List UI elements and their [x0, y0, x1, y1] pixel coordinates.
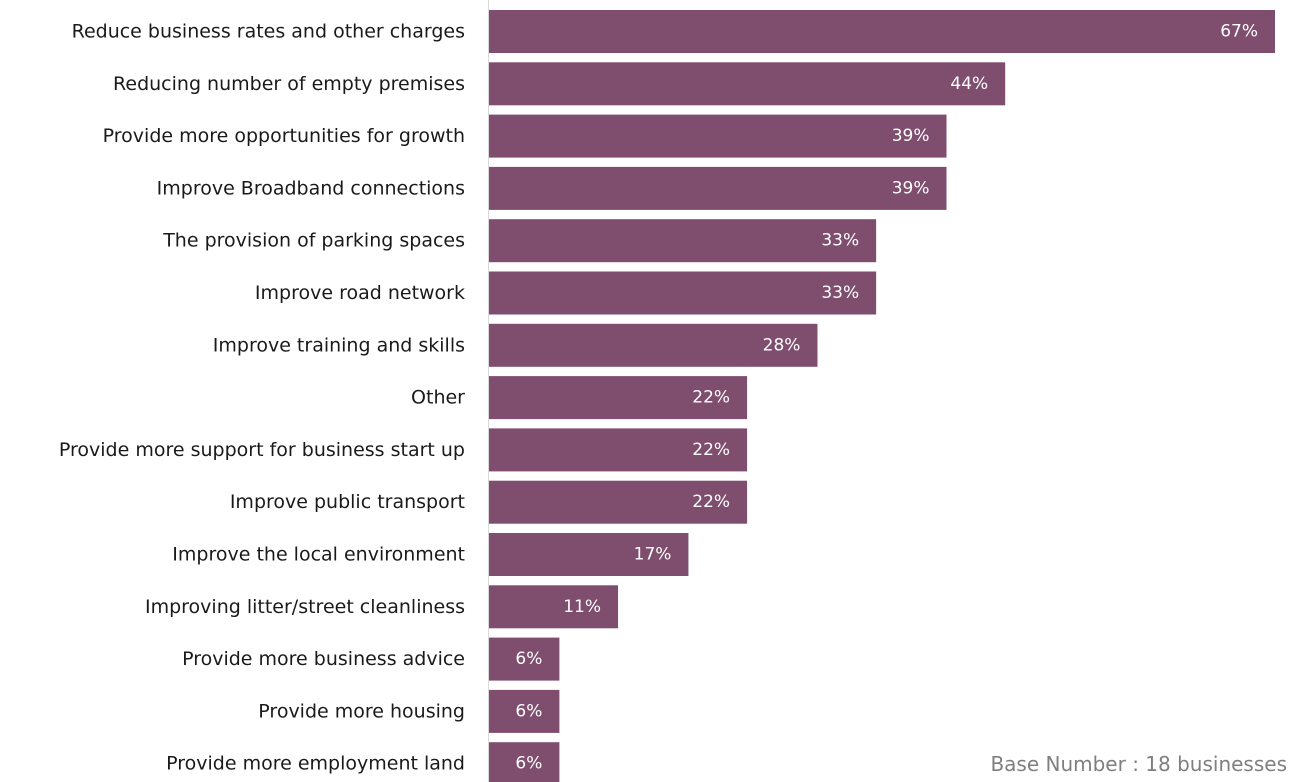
bar [489, 689, 560, 733]
bar [489, 323, 818, 367]
category-label: Other [411, 387, 465, 409]
bar [489, 428, 748, 472]
category-label: Reduce business rates and other charges [72, 21, 465, 43]
value-label: 22% [692, 492, 730, 512]
category-label: Improve the local environment [172, 544, 465, 566]
bar [489, 62, 1006, 106]
bar [489, 585, 619, 629]
category-label: Provide more employment land [166, 753, 465, 775]
value-label: 39% [892, 178, 930, 198]
bar [489, 480, 748, 524]
value-label: 22% [692, 388, 730, 408]
bar [489, 166, 947, 210]
value-label: 67% [1220, 22, 1258, 42]
value-label: 6% [515, 701, 542, 721]
value-label: 22% [692, 440, 730, 460]
bar [489, 533, 689, 576]
value-label: 44% [950, 74, 988, 94]
value-label: 39% [892, 126, 930, 146]
category-label: Reducing number of empty premises [113, 73, 465, 95]
value-label: 33% [821, 283, 859, 303]
category-label: Improve road network [255, 282, 465, 304]
base-number-note: Base Number : 18 businesses [990, 752, 1287, 776]
value-label: 28% [763, 335, 801, 355]
category-label: Provide more housing [258, 700, 465, 722]
bar [489, 10, 1275, 53]
value-labels-group: 67% 44% 39% 39% 33% 33% 28% 22% 22% 22% 17% 11% 6% 6%… [515, 22, 1258, 774]
value-label: 17% [634, 545, 672, 565]
bar [489, 742, 560, 782]
value-label: 6% [515, 754, 542, 774]
value-label: 11% [563, 597, 601, 617]
bars-group [489, 10, 1275, 782]
bar [489, 219, 877, 263]
value-label: 33% [821, 231, 859, 251]
category-labels-group: Reduce business rates and other charges R… [59, 21, 465, 775]
bar [489, 114, 947, 158]
category-label: The provision of parking spaces [162, 230, 465, 252]
bar [489, 637, 560, 681]
category-label: Improve Broadband connections [157, 177, 465, 199]
category-label: Improve public transport [230, 491, 465, 513]
category-label: Improve training and skills [213, 334, 465, 356]
bar [489, 376, 748, 420]
category-label: Provide more support for business start … [59, 439, 465, 461]
bar [489, 271, 877, 315]
category-label: Provide more business advice [182, 648, 465, 670]
category-label: Improving litter/street cleanliness [145, 596, 465, 618]
category-label: Provide more opportunities for growth [103, 125, 465, 147]
value-label: 6% [515, 649, 542, 669]
